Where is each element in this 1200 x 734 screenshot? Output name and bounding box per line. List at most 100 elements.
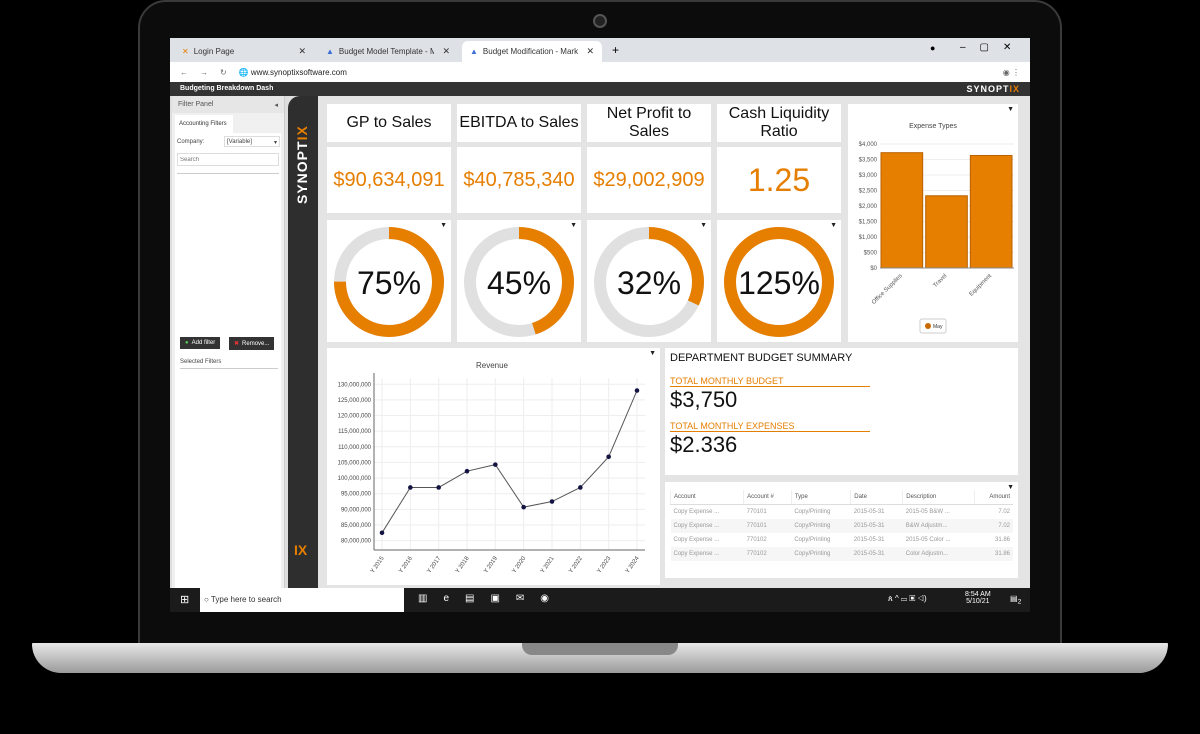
tab-label: Budget Modification - Marketing <box>482 47 578 56</box>
reload-icon[interactable]: ↻ <box>220 67 227 77</box>
dashboard: GP to Sales $90,634,091 ▼ 75% EBITDA to S… <box>318 96 1030 588</box>
tab-budget-model[interactable]: ▲ Budget Model Template - Marke ✕ <box>318 41 458 62</box>
table-cell: 770102 <box>746 537 767 543</box>
column-header[interactable]: Account <box>669 490 744 505</box>
tab-budget-modification[interactable]: ▲ Budget Modification - Marketing ✕ <box>462 41 602 62</box>
brand-text: SYNOPT <box>966 84 1010 94</box>
kpi-gauge-card: ▼ 45% <box>457 220 581 342</box>
close-icon[interactable]: ✕ <box>442 46 450 56</box>
search-input[interactable] <box>177 153 279 166</box>
chart-menu-icon[interactable]: ▼ <box>700 222 707 229</box>
pinned-app-icons[interactable]: ▥e▤▣✉◉ <box>418 593 566 604</box>
taskbar-search[interactable]: ○ Type here to search <box>200 588 404 612</box>
table-cell: Copy/Printing <box>794 537 831 543</box>
expenses-label: TOTAL MONTHLY EXPENSES <box>670 421 870 432</box>
table-row[interactable]: Copy Expense ... 770101 Copy/Printing 2015-… <box>671 505 1014 520</box>
app-title: Budgeting Breakdown Dash <box>180 85 274 92</box>
add-filter-button[interactable]: ● Add filter <box>180 337 221 349</box>
screen: ✕ Login Page ✕ ▲ Budget Model Template - Ma… <box>170 38 1030 612</box>
column-header[interactable]: Amount <box>973 490 1013 505</box>
gauge-fill <box>724 227 834 337</box>
remove-label: Remove... <box>242 340 270 347</box>
tray-icons[interactable]: ጰ ^ ▭ ▣ ◁) <box>888 594 927 603</box>
x-tick-label: Y 2024 <box>625 555 641 574</box>
url-input[interactable]: 🌐 www.synoptixsoftware.com <box>238 67 347 77</box>
table-menu-icon[interactable]: ▼ <box>1007 484 1014 491</box>
x-tick-label: Y 2021 <box>540 555 556 574</box>
y-tick-label: 115,000,000 <box>338 429 372 435</box>
table-cell: Copy Expense ... <box>673 509 720 515</box>
x-tick-label: Y 2020 <box>512 555 528 574</box>
y-tick-label: $2,000 <box>859 204 878 210</box>
table-row[interactable]: Copy Expense ... 770101 Copy/Printing 2015-… <box>670 519 1013 533</box>
tab-accounting-filters[interactable]: Accounting Filters <box>175 115 233 133</box>
gauge-label: 45% <box>487 265 551 301</box>
chart-menu-icon[interactable]: ▼ <box>570 222 577 229</box>
tab-search-icon[interactable]: ● <box>930 43 936 53</box>
column-header[interactable]: Type <box>790 490 851 505</box>
data-point <box>606 454 611 460</box>
profile-icon[interactable]: ◉ ⋮ <box>1002 67 1020 77</box>
y-tick-label: 80,000,000 <box>341 539 372 545</box>
windows-start-icon[interactable]: ⊞ <box>180 594 190 606</box>
window-controls[interactable]: –▢✕ <box>960 42 1026 53</box>
brand-accent: IX <box>1009 84 1020 94</box>
date: 5/10/21 <box>966 598 990 605</box>
divider <box>177 173 279 174</box>
kpi-title-card: EBITDA to Sales <box>457 104 581 142</box>
synoptix-vertical-logo: SYNOPTIX <box>294 124 310 204</box>
y-tick-label: $2,500 <box>859 189 878 195</box>
new-tab-button[interactable]: + <box>612 43 620 57</box>
search-text: Type here to search <box>210 595 282 604</box>
company-label: Company: <box>177 139 205 145</box>
budget-value: $3,750 <box>670 387 738 412</box>
kpi-value-card: $29,002,909 <box>587 147 711 213</box>
company-select[interactable]: [Variable] ▾ <box>224 136 280 147</box>
column-header[interactable]: Date <box>850 490 903 505</box>
filter-body: Company: [Variable] ▾ ●Add filter ✖Remove… <box>175 133 281 593</box>
expense-types-chart: ▼ Expense Types $0 $500 $1,000 $1,500 $2,000 $… <box>848 104 1018 342</box>
table-cell: 7.02 <box>974 519 1013 533</box>
x-tick-label: Y 2023 <box>597 555 613 574</box>
y-tick-label: 95,000,000 <box>341 492 372 498</box>
x-tick-label: Office Supplies <box>871 273 904 306</box>
table-row[interactable]: Copy Expense ... 770102 Copy/Printing 2015-… <box>671 533 1014 547</box>
x-tick-label: Y 2016 <box>398 555 414 574</box>
forward-icon[interactable]: → <box>200 67 208 77</box>
column-header[interactable]: Description <box>902 490 975 505</box>
kpi-title-card: Cash Liquidity Ratio <box>717 104 841 142</box>
back-icon[interactable]: ← <box>180 67 188 77</box>
add-filter-label: Add filter <box>191 340 216 346</box>
table-cell: Copy/Printing <box>791 519 851 533</box>
notifications-icon[interactable]: ▤2 <box>1010 594 1022 606</box>
transactions-table: ▼ Account Account # Type Date Description Amo… <box>665 482 1018 578</box>
time: 8:54 AM <box>965 591 991 598</box>
tab-login[interactable]: ✕ Login Page ✕ <box>174 41 314 62</box>
tab-label: Login Page <box>193 47 235 56</box>
remove-filter-button[interactable]: ✖ Remove... <box>229 337 275 350</box>
clock[interactable]: 8:54 AM 5/10/21 <box>965 591 991 605</box>
chart-menu-icon[interactable]: ▼ <box>440 222 447 229</box>
kpi-value: $40,785,340 <box>463 168 575 191</box>
bar <box>969 154 1013 269</box>
chart-menu-icon[interactable]: ▼ <box>1007 106 1014 113</box>
y-tick-label: 100,000,000 <box>338 476 372 482</box>
chart-menu-icon[interactable]: ▼ <box>649 350 656 357</box>
table-cell: 31.86 <box>974 547 1013 561</box>
legend-label: May <box>933 324 943 330</box>
kpi-value-card: 1.25 <box>717 147 841 213</box>
collapse-icon[interactable]: ◂ <box>274 102 278 109</box>
bar <box>925 195 968 269</box>
y-tick-label: $4,000 <box>859 142 878 148</box>
chart-menu-icon[interactable]: ▼ <box>830 222 837 229</box>
table-cell: 2015-05-31 <box>850 547 903 561</box>
close-icon[interactable]: ✕ <box>586 46 594 56</box>
close-icon[interactable]: ✕ <box>298 46 306 56</box>
column-header[interactable]: Account # <box>743 490 792 505</box>
table-row[interactable]: Copy Expense ... 770102 Copy/Printing 2015-… <box>670 547 1013 561</box>
kpi-title: Cash Liquidity Ratio <box>728 105 830 140</box>
table-cell: Copy Expense ... <box>670 519 744 533</box>
chart-title: Expense Types <box>909 123 957 130</box>
y-tick-label: 110,000,000 <box>338 445 372 451</box>
x-tick-label: Y 2017 <box>427 555 443 574</box>
